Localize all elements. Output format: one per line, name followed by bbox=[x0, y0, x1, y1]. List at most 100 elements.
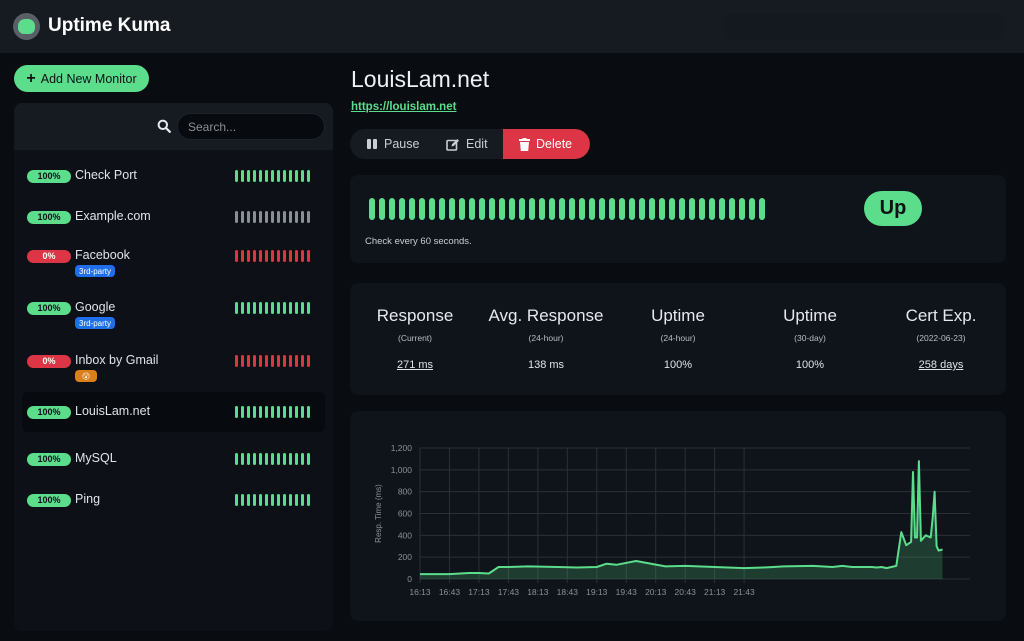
stat-title: Cert Exp. bbox=[905, 306, 977, 325]
y-tick-label: 0 bbox=[407, 574, 412, 584]
monitor-actions: Pause Edit Delete bbox=[350, 129, 590, 159]
heartbeat-tick bbox=[289, 355, 292, 367]
sidebar-search-bar bbox=[14, 103, 333, 150]
heartbeat-tick bbox=[283, 250, 286, 262]
heartbeat-tick bbox=[277, 302, 280, 314]
heartbeat-tick bbox=[265, 355, 268, 367]
x-tick-label: 16:13 bbox=[409, 587, 431, 597]
heartbeat-tick bbox=[307, 250, 310, 262]
y-tick-label: 200 bbox=[398, 552, 412, 562]
heartbeat-tick bbox=[241, 453, 244, 465]
monitor-item[interactable]: 100% Example.com bbox=[22, 200, 325, 234]
heartbeat-tick bbox=[301, 494, 304, 506]
stat-value: 100% bbox=[663, 359, 693, 371]
heartbeat-tick bbox=[277, 170, 280, 182]
edit-label: Edit bbox=[466, 137, 488, 151]
heartbeat-tick bbox=[307, 453, 310, 465]
heartbeat-tick bbox=[379, 198, 385, 220]
pause-label: Pause bbox=[384, 137, 420, 151]
heartbeat-tick bbox=[519, 198, 525, 220]
heartbeat-tick bbox=[307, 170, 310, 182]
heartbeat-tick bbox=[271, 355, 274, 367]
heartbeat-tick bbox=[253, 453, 256, 465]
stat-value[interactable]: 258 days bbox=[918, 359, 964, 371]
heartbeat-tick bbox=[241, 250, 244, 262]
app-title[interactable]: Uptime Kuma bbox=[48, 15, 171, 36]
monitor-item[interactable]: 100% LouisLam.net bbox=[22, 392, 325, 432]
uptime-badge: 100% bbox=[27, 493, 71, 507]
heartbeat-tick bbox=[277, 211, 280, 223]
heartbeat-tick bbox=[579, 198, 585, 220]
heartbeat-tick bbox=[253, 406, 256, 418]
heartbeat-tick bbox=[295, 211, 298, 223]
heartbeat-tick bbox=[689, 198, 695, 220]
stat-value: 100% bbox=[795, 359, 825, 371]
mini-heartbeat-bar bbox=[235, 355, 310, 367]
heartbeat-tick bbox=[295, 250, 298, 262]
heartbeat-tick bbox=[241, 355, 244, 367]
y-axis-label: Resp. Time (ms) bbox=[374, 484, 383, 543]
mini-heartbeat-bar bbox=[235, 250, 310, 262]
heartbeat-tick bbox=[277, 406, 280, 418]
heartbeat-tick bbox=[295, 406, 298, 418]
mini-heartbeat-bar bbox=[235, 494, 310, 506]
monitor-url-link[interactable]: https://louislam.net bbox=[351, 101, 457, 113]
heartbeat-tick bbox=[253, 494, 256, 506]
monitor-name: Google bbox=[75, 300, 116, 314]
monitor-item[interactable]: 0% Inbox by Gmail 😮 bbox=[22, 347, 325, 393]
stat-title: Response bbox=[376, 306, 454, 325]
heartbeat-tick bbox=[499, 198, 505, 220]
heartbeat-tick bbox=[235, 302, 238, 314]
heartbeat-tick bbox=[599, 198, 605, 220]
heartbeat-tick bbox=[659, 198, 665, 220]
monitor-name: Facebook bbox=[75, 248, 130, 262]
heartbeat-tick bbox=[283, 302, 286, 314]
monitor-item[interactable]: 0% Facebook 3rd-party bbox=[22, 242, 325, 288]
series-line bbox=[420, 460, 943, 576]
heartbeat-tick bbox=[301, 211, 304, 223]
x-tick-label: 21:13 bbox=[704, 587, 726, 597]
monitor-tag: 😮 bbox=[75, 370, 97, 382]
monitor-name: Inbox by Gmail bbox=[75, 353, 159, 367]
x-tick-label: 18:43 bbox=[557, 587, 579, 597]
heartbeat-tick bbox=[301, 170, 304, 182]
heartbeat-tick bbox=[289, 453, 292, 465]
heartbeat-tick bbox=[759, 198, 765, 220]
search-input[interactable] bbox=[177, 113, 325, 140]
add-new-monitor-button[interactable]: + Add New Monitor bbox=[14, 65, 149, 92]
monitor-item[interactable]: 100% MySQL bbox=[22, 442, 325, 476]
heartbeat-tick bbox=[459, 198, 465, 220]
heartbeat-tick bbox=[429, 198, 435, 220]
heartbeat-tick bbox=[289, 211, 292, 223]
pause-button[interactable]: Pause bbox=[366, 129, 419, 159]
heartbeat-tick bbox=[259, 355, 262, 367]
heartbeat-tick bbox=[283, 170, 286, 182]
monitor-item[interactable]: 100% Check Port bbox=[22, 159, 325, 193]
x-tick-label: 17:43 bbox=[498, 587, 520, 597]
heartbeat-tick bbox=[289, 250, 292, 262]
heartbeat-tick bbox=[271, 406, 274, 418]
mini-heartbeat-bar bbox=[235, 211, 310, 223]
delete-button[interactable]: Delete bbox=[503, 129, 590, 159]
stat-value[interactable]: 271 ms bbox=[396, 359, 434, 371]
mini-heartbeat-bar bbox=[235, 406, 310, 418]
heartbeat-tick bbox=[539, 198, 545, 220]
stat-title: Avg. Response bbox=[488, 306, 604, 325]
monitor-item[interactable]: 100% Google 3rd-party bbox=[22, 294, 325, 340]
heartbeat-tick bbox=[247, 355, 250, 367]
heartbeat-tick bbox=[265, 302, 268, 314]
heartbeat-tick bbox=[265, 453, 268, 465]
heartbeat-tick bbox=[301, 355, 304, 367]
heartbeat-tick bbox=[295, 453, 298, 465]
monitor-name: Example.com bbox=[75, 209, 151, 223]
heartbeat-tick bbox=[271, 302, 274, 314]
uptime-badge: 100% bbox=[27, 210, 71, 224]
app-logo-icon[interactable] bbox=[13, 13, 40, 40]
heartbeat-tick bbox=[509, 198, 515, 220]
stat-title: Uptime bbox=[651, 306, 705, 325]
edit-button[interactable]: Edit bbox=[446, 129, 488, 159]
monitor-item[interactable]: 100% Ping bbox=[22, 483, 325, 517]
heartbeat-tick bbox=[259, 302, 262, 314]
pause-icon bbox=[367, 139, 377, 149]
y-tick-label: 1,000 bbox=[391, 465, 413, 475]
